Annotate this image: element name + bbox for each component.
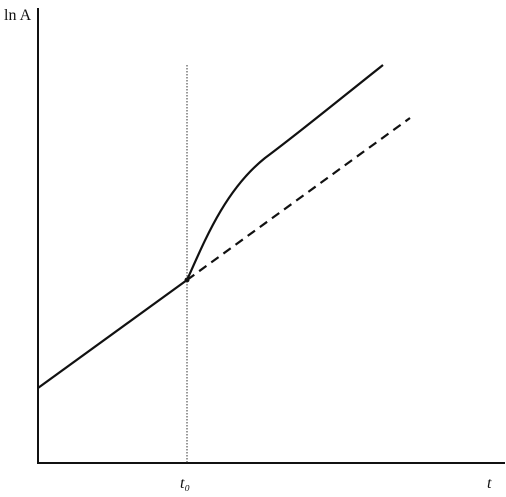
y-axis-label: ln A xyxy=(4,7,32,24)
extrapolated-line xyxy=(186,117,411,281)
marker-label: t₀ xyxy=(180,475,190,492)
base-line xyxy=(37,279,188,389)
x-axis-label: t xyxy=(487,475,492,492)
break-point xyxy=(184,277,190,283)
growth-curve xyxy=(185,64,384,281)
